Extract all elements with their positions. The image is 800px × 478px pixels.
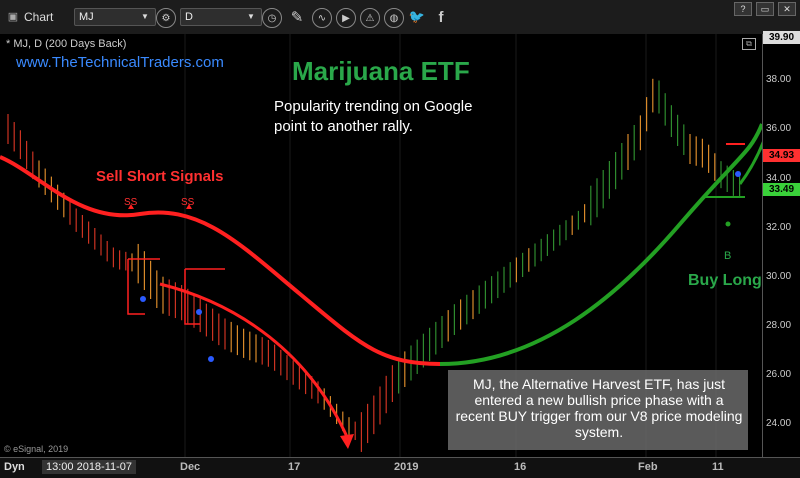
chart-area[interactable]: * MJ, D (200 Days Back) www.TheTechnical… [0, 34, 762, 457]
help-button[interactable]: ? [734, 2, 752, 16]
note-text: MJ, the Alternative Harvest ETF, has jus… [455, 376, 743, 440]
price-tag-top: 39.90 [763, 31, 800, 44]
blue-dot [735, 171, 741, 177]
price-tick: 34.00 [766, 173, 792, 184]
buy-long-label: Buy Long [688, 272, 762, 289]
restore-button[interactable]: ▭ [756, 2, 774, 16]
copyright: © eSignal, 2019 [4, 444, 69, 454]
subtitle-line1: Popularity trending on Google [274, 98, 473, 115]
time-label-2019: 2019 [394, 461, 419, 473]
chart-label: Chart [24, 10, 54, 24]
time-label-16: 16 [514, 461, 527, 473]
ss-marker-2: SS [181, 197, 195, 208]
wave-icon[interactable]: ∿ [312, 8, 332, 28]
website-link[interactable]: www.TheTechnicalTraders.com [16, 54, 224, 71]
time-label-feb: Feb [638, 461, 658, 473]
price-axis[interactable]: 39.90 38.00 36.00 34.93 34.00 33.49 32.0… [762, 31, 800, 457]
play-icon[interactable]: ▶ [336, 8, 356, 28]
ss-marker-1: SS [124, 197, 138, 208]
timestamp-readout: 13:00 2018-11-07 [42, 460, 137, 474]
sell-marker [128, 204, 134, 209]
symbol-input[interactable]: MJ [74, 8, 156, 26]
price-tag-red: 34.93 [763, 149, 800, 162]
dyn-label[interactable]: Dyn [4, 461, 25, 473]
note-box [448, 370, 748, 450]
sell-arrow-head [340, 434, 354, 449]
chart-title: Marijuana ETF [292, 56, 470, 86]
price-tick: 36.00 [766, 123, 792, 134]
pencil-icon[interactable]: ✎ [290, 9, 304, 26]
blue-dot [140, 296, 146, 302]
alert-icon[interactable]: ⚠ [360, 8, 380, 28]
interval-dropdown-icon[interactable]: ▼ [247, 11, 255, 21]
price-tick: 30.00 [766, 271, 792, 282]
green-trend-line [439, 123, 762, 366]
time-label-11: 11 [712, 461, 724, 473]
interval-input[interactable]: D [180, 8, 262, 26]
price-tick: 24.00 [766, 418, 792, 429]
signal-box [127, 258, 160, 315]
symbol-line: * MJ, D (200 Days Back) [6, 38, 127, 50]
globe-icon[interactable]: ◍ [384, 8, 404, 28]
sell-arrow-line [159, 282, 350, 440]
time-label-17: 17 [288, 461, 301, 473]
price-tick: 28.00 [766, 320, 792, 331]
twitter-icon[interactable]: 🐦 [408, 9, 426, 24]
link-icon[interactable]: ⚙ [156, 8, 176, 28]
maximize-icon[interactable]: ⧉ [742, 38, 756, 50]
clock-icon[interactable]: ◷ [262, 8, 282, 28]
b-marker: B [724, 250, 732, 262]
price-tag-green: 33.49 [763, 183, 800, 196]
price-tick: 32.00 [766, 222, 792, 233]
subtitle-line2: point to another rally. [274, 118, 413, 135]
time-label-dec: Dec [180, 461, 201, 473]
blue-dot [208, 356, 214, 362]
symbol-dropdown-icon[interactable]: ▼ [141, 11, 149, 21]
sell-signals-label: Sell Short Signals [96, 168, 224, 185]
chart-menu-icon[interactable]: ▣ [7, 10, 19, 23]
price-tick: 38.00 [766, 74, 792, 85]
red-trend-line [0, 155, 441, 366]
blue-dot [196, 309, 202, 315]
buy-arrow-line [738, 141, 762, 185]
facebook-icon[interactable]: f [438, 8, 444, 26]
signal-box [184, 268, 225, 325]
buy-marker [725, 221, 731, 227]
toolbar: ▣ Chart MJ ▼ ⚙ D ▼ ◷ ✎ ∿ ▶ ⚠ ◍ 🐦 f ? ▭ ✕ [0, 0, 800, 35]
time-axis[interactable]: Dyn 13:00 2018-11-07 Dec 17 2019 16 Feb … [0, 457, 800, 478]
price-tick: 26.00 [766, 369, 792, 380]
sell-marker [186, 204, 192, 209]
close-button[interactable]: ✕ [778, 2, 796, 16]
